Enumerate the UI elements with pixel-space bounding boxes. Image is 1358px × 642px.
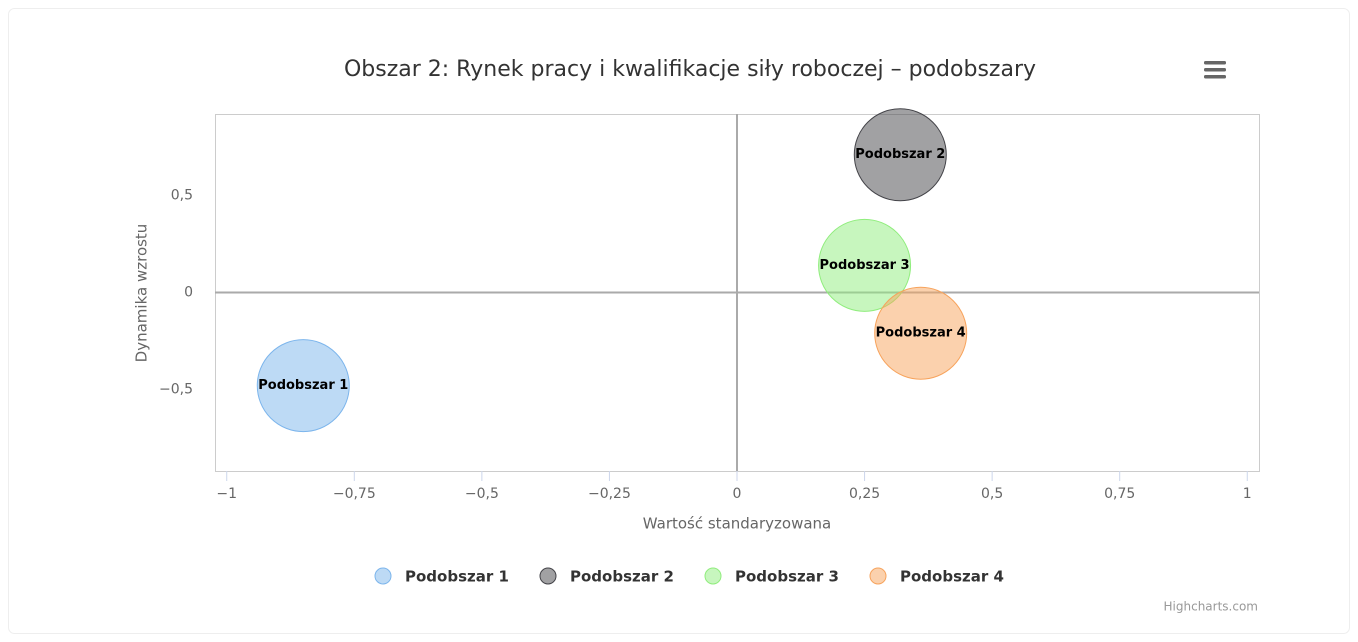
- chart-title: Obszar 2: Rynek pracy i kwalifikacje sił…: [344, 57, 1036, 82]
- x-tick-label: −0,75: [333, 486, 376, 502]
- data-label: Podobszar 4: [876, 326, 966, 341]
- y-tick-label: 0,5: [171, 187, 193, 203]
- legend-item[interactable]: Podobszar 3: [704, 567, 839, 586]
- legend-marker: [539, 567, 557, 585]
- x-tick-label: 0: [733, 486, 742, 502]
- legend-label: Podobszar 2: [570, 568, 674, 586]
- legend-marker: [869, 567, 887, 585]
- x-tick-label: 0,25: [849, 486, 880, 502]
- legend-item[interactable]: Podobszar 1: [374, 567, 509, 586]
- x-tick-label: −1: [216, 486, 237, 502]
- x-tick-label: 1: [1243, 486, 1252, 502]
- y-axis-title: Dynamika wzrostu: [133, 224, 151, 363]
- y-tick-label: 0: [184, 285, 193, 301]
- data-label: Podobszar 2: [855, 147, 945, 162]
- menu-bar: [1204, 61, 1226, 65]
- legend-label: Podobszar 3: [735, 568, 839, 586]
- menu-bar: [1204, 68, 1226, 72]
- menu-button[interactable]: [1204, 61, 1226, 79]
- credits[interactable]: Highcharts.com: [1164, 600, 1258, 614]
- legend-label: Podobszar 4: [900, 568, 1004, 586]
- card: [8, 8, 1350, 634]
- x-tick-label: −0,5: [465, 486, 499, 502]
- x-tick-label: 0,5: [981, 486, 1003, 502]
- legend-label: Podobszar 1: [405, 568, 509, 586]
- x-axis-title: Wartość standaryzowana: [643, 515, 831, 533]
- x-tick-label: −0,25: [588, 486, 631, 502]
- menu-bar: [1204, 75, 1226, 79]
- bubble: [818, 218, 912, 312]
- legend-marker: [374, 567, 392, 585]
- legend-item[interactable]: Podobszar 2: [539, 567, 674, 586]
- data-label: Podobszar 3: [820, 258, 910, 273]
- legend-marker: [704, 567, 722, 585]
- y-tick-label: −0,5: [159, 382, 193, 398]
- bubble: [853, 108, 947, 202]
- x-tick-label: 0,75: [1104, 486, 1135, 502]
- bubble: [874, 286, 968, 380]
- data-label: Podobszar 1: [258, 378, 348, 393]
- bubble: [256, 339, 350, 433]
- legend-item[interactable]: Podobszar 4: [869, 567, 1004, 586]
